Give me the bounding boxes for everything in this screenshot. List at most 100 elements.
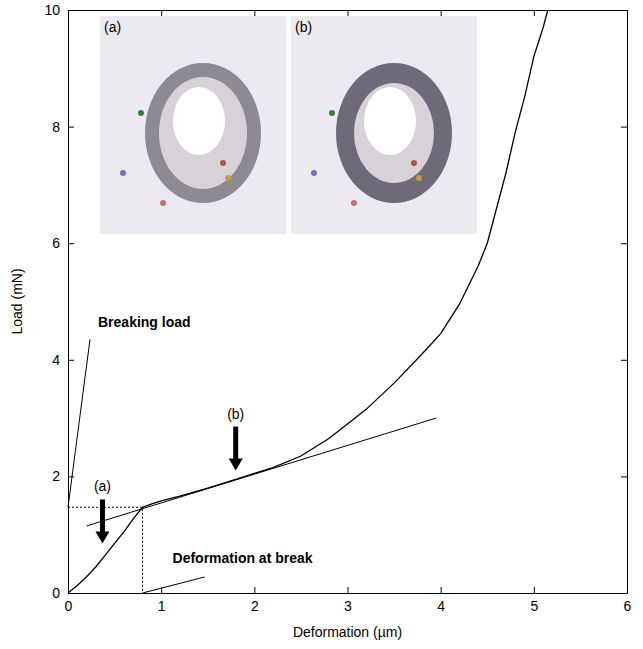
tick (348, 10, 349, 16)
tick (161, 10, 162, 16)
tick-label: 2 (52, 468, 60, 484)
tick: 4 (437, 587, 445, 614)
tick-mark (441, 587, 442, 593)
speck (225, 175, 231, 181)
particle-inner (354, 83, 434, 183)
tick: 0 (52, 585, 74, 601)
tick (68, 10, 69, 16)
tick (621, 593, 627, 594)
tick-label: 10 (44, 2, 60, 18)
tick-mark (68, 127, 74, 128)
particle-inner (159, 77, 247, 189)
particle-highlight (364, 87, 416, 155)
tick: 3 (344, 587, 352, 614)
arrow-head (229, 459, 243, 471)
plot-area (68, 10, 548, 593)
tick-mark (254, 587, 255, 593)
tick-mark (68, 10, 69, 16)
annotations: Breaking load Deformation at break (a) (b) (68, 314, 313, 593)
tick-mark (161, 10, 162, 16)
tick-mark (621, 127, 627, 128)
speck (351, 200, 357, 206)
tick-mark (621, 10, 627, 11)
tick-mark (621, 593, 627, 594)
tick-mark (68, 593, 74, 594)
tick: 2 (251, 587, 259, 614)
tick: 5 (530, 587, 538, 614)
tick-label: 4 (52, 352, 60, 368)
tick-mark (68, 476, 74, 477)
speck (160, 200, 166, 206)
tick-mark (534, 587, 535, 593)
annotation-label: Deformation at break (173, 550, 313, 566)
insets: (a) (b) (100, 16, 477, 234)
leader-line (68, 339, 90, 507)
tick (254, 10, 255, 16)
chart: (a) (b) 0 1 2 3 4 5 6 0 2 4 6 8 10 Deformation (µm) Load… (0, 0, 643, 649)
inset-background (291, 16, 477, 234)
tick-mark (534, 10, 535, 16)
tick (621, 127, 627, 128)
tick (534, 10, 535, 16)
tick-mark (68, 243, 74, 244)
axis-line (69, 593, 628, 594)
tick-label: 0 (52, 585, 60, 601)
y-axis: 0 2 4 6 8 10 (44, 2, 74, 601)
tick-mark (621, 360, 627, 361)
inset-image: (b) (291, 16, 477, 234)
break-guide (68, 507, 143, 593)
speck (138, 110, 144, 116)
speck (411, 160, 417, 166)
tick-label: 8 (52, 119, 60, 135)
tick: 8 (52, 119, 74, 135)
tick-mark (68, 360, 74, 361)
axis-line (627, 11, 628, 594)
speck (416, 175, 422, 181)
tick-mark (254, 10, 255, 16)
tick-label: 1 (158, 598, 166, 614)
tick-mark (348, 10, 349, 16)
speck (220, 160, 226, 166)
tick-mark (621, 243, 627, 244)
speck (120, 170, 126, 176)
tick (621, 10, 627, 11)
tick-label: 6 (624, 598, 632, 614)
inset-label: (a) (104, 19, 121, 35)
tick: 6 (52, 235, 74, 251)
arrow-head (95, 531, 109, 543)
y-axis-title: Load (mN) (9, 268, 25, 334)
arrow-label: (a) (94, 478, 111, 494)
tick: 1 (158, 587, 166, 614)
x-axis-title: Deformation (µm) (293, 624, 402, 640)
tick (621, 360, 627, 361)
arrow-shaft (233, 427, 238, 461)
tick-label: 3 (344, 598, 352, 614)
tick: 10 (44, 2, 74, 18)
tick-mark (348, 587, 349, 593)
tick (441, 10, 442, 16)
speck (311, 170, 317, 176)
load-curve (68, 10, 548, 593)
y-axis-right (621, 11, 628, 594)
tick-label: 4 (437, 598, 445, 614)
inset-image: (a) (100, 16, 286, 234)
tick-mark (621, 476, 627, 477)
x-axis-top (69, 10, 628, 16)
particle-ring (336, 63, 452, 203)
tangent-line (87, 418, 436, 526)
tick: 4 (52, 352, 74, 368)
inset-background (100, 16, 286, 234)
particle-highlight (173, 87, 225, 155)
tick-label: 5 (530, 598, 538, 614)
leader-line (143, 577, 205, 593)
tick-mark (441, 10, 442, 16)
speck (329, 110, 335, 116)
tick-label: 0 (65, 598, 73, 614)
arrow-label: (b) (227, 406, 244, 422)
annotation-label: Breaking load (98, 314, 191, 330)
inset-label: (b) (295, 19, 312, 35)
tick (621, 243, 627, 244)
tick-label: 6 (52, 235, 60, 251)
tick-label: 2 (251, 598, 259, 614)
arrow-shaft (100, 499, 105, 533)
